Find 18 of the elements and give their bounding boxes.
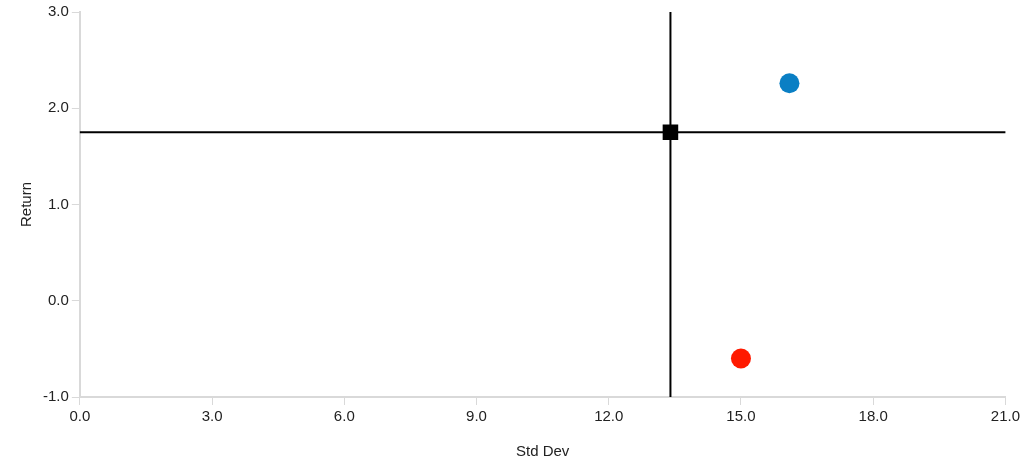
x-tick-label: 15.0 <box>726 407 756 425</box>
x-axis-title: Std Dev <box>515 442 570 460</box>
y-tick-label: 3.0 <box>47 2 69 20</box>
x-tick-label: 3.0 <box>201 407 223 425</box>
point <box>779 73 800 94</box>
y-tick-label: -1.0 <box>42 387 69 405</box>
y-tick-label: 1.0 <box>47 194 69 212</box>
x-tick-label: 6.0 <box>333 407 355 425</box>
x-tick-label: 18.0 <box>858 407 888 425</box>
point <box>662 124 679 141</box>
x-tick-label: 12.0 <box>594 407 624 425</box>
x-tick-label: 21.0 <box>990 407 1020 425</box>
x-tick-label: 0.0 <box>69 407 91 425</box>
x-tick-label: 9.0 <box>466 407 487 425</box>
point <box>730 348 751 369</box>
y-axis-title: Return <box>17 181 35 228</box>
y-tick-label: 2.0 <box>47 98 69 116</box>
y-tick-label: 0.0 <box>47 290 69 308</box>
